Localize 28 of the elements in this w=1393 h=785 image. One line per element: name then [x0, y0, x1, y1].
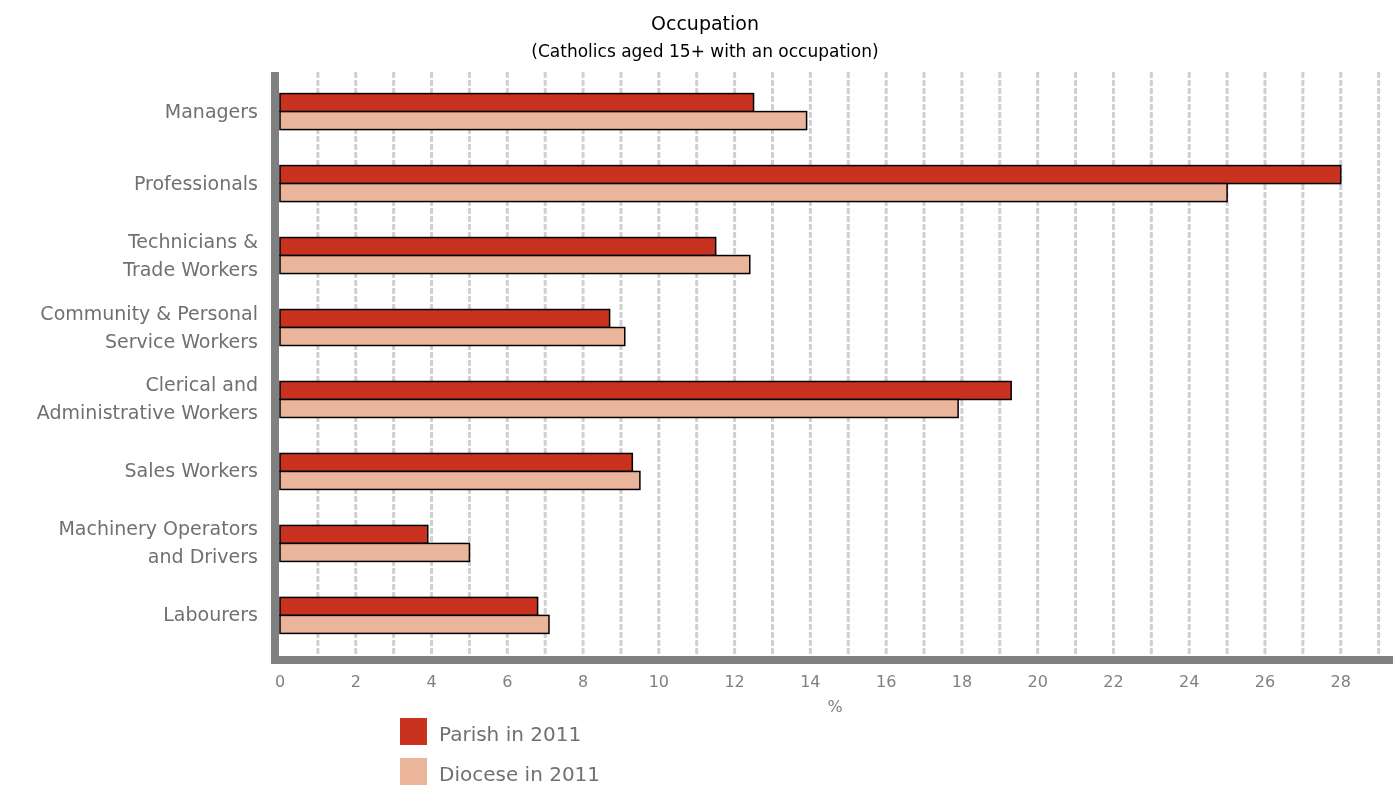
y-tick-label: Managers	[164, 99, 258, 122]
x-tick-label: 2	[350, 672, 361, 691]
x-tick-label: 10	[648, 672, 670, 691]
y-tick-label: Labourers	[163, 603, 258, 626]
y-tick-label: Clerical and Administrative Workers	[36, 373, 258, 424]
y-tick-label: Machinery Operators and Drivers	[58, 517, 258, 568]
x-tick-label: 22	[1103, 672, 1124, 691]
y-tick-label: Community & Personal Service Workers	[40, 301, 258, 352]
x-tick-label: 16	[875, 672, 897, 691]
legend-label: Diocese in 2011	[439, 762, 601, 785]
x-tick-label: 26	[1254, 672, 1276, 691]
x-tick-label: 0	[274, 672, 286, 691]
y-tick-label: Technicians & Trade Workers	[122, 229, 259, 280]
y-tick-label: Professionals	[133, 171, 258, 194]
chart-subtitle: (Catholics aged 15+ with an occupation)	[531, 41, 879, 61]
x-tick-label: 20	[1027, 672, 1048, 691]
legend-label: Parish in 2011	[439, 722, 582, 746]
x-tick-label: 4	[426, 672, 437, 691]
y-tick-label: Sales Workers	[124, 459, 258, 482]
x-tick-label: 12	[724, 672, 745, 691]
x-tick-label: 18	[951, 672, 973, 691]
x-tick-label: 6	[502, 672, 513, 691]
x-tick-label: 8	[577, 672, 589, 691]
x-tick-label: 24	[1179, 672, 1200, 691]
x-tick-label: 14	[800, 672, 821, 691]
x-tick-label: 28	[1330, 672, 1351, 691]
x-axis-title: %	[827, 697, 843, 716]
chart-title: Occupation	[651, 12, 759, 34]
